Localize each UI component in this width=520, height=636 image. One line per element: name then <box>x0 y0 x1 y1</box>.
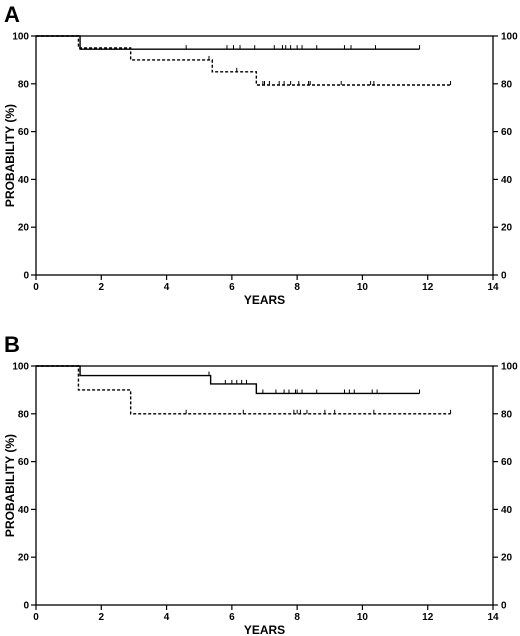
right-axis-tick-label: 100 <box>501 32 518 43</box>
x-tick-label: 4 <box>164 612 170 623</box>
x-tick-label: 2 <box>99 282 105 293</box>
x-tick-label: 10 <box>357 612 369 623</box>
x-tick-label: 12 <box>422 612 434 623</box>
y-tick-label: 100 <box>12 362 29 373</box>
chart-panel-b: B 0 20 40 60 80 100 0 20 40 60 80 100 0 2 4 6 8 10 12 14 YEAR… <box>3 332 518 636</box>
right-axis-tick-label: 80 <box>501 79 513 90</box>
series-solid-line <box>36 35 420 50</box>
x-tick-label: 0 <box>33 282 39 293</box>
y-tick-label: 100 <box>12 32 29 43</box>
y-tick-label: 40 <box>18 505 30 516</box>
series-dashed-line <box>36 35 451 86</box>
series-solid-line <box>36 365 420 395</box>
y-tick-label: 80 <box>18 79 30 90</box>
x-tick-label: 10 <box>357 282 369 293</box>
y-tick-label: 20 <box>18 223 30 234</box>
plot-frame <box>35 35 494 276</box>
y-tick-label: 0 <box>23 601 29 612</box>
y-tick-label: 60 <box>18 127 30 138</box>
x-tick-label: 0 <box>33 612 39 623</box>
x-tick-label: 12 <box>422 282 434 293</box>
right-axis-tick-label: 20 <box>501 553 513 564</box>
x-tick-label: 8 <box>294 612 300 623</box>
x-axis-title: YEARS <box>244 293 285 307</box>
right-axis-tick-label: 60 <box>501 127 513 138</box>
series-dashed-line <box>36 365 451 415</box>
panel-label: A <box>4 2 20 27</box>
x-tick-label: 2 <box>99 612 105 623</box>
right-axis-tick-label: 40 <box>501 175 513 186</box>
y-tick-label: 40 <box>18 175 30 186</box>
right-axis-tick-label: 40 <box>501 505 513 516</box>
plot-frame <box>35 365 494 606</box>
x-tick-label: 14 <box>487 612 499 623</box>
right-axis-tick-label: 60 <box>501 457 513 468</box>
y-tick-label: 80 <box>18 409 30 420</box>
x-tick-label: 14 <box>487 282 499 293</box>
right-axis-tick-label: 0 <box>501 601 507 612</box>
y-tick-label: 60 <box>18 457 30 468</box>
x-axis-title: YEARS <box>244 623 285 636</box>
x-tick-label: 4 <box>164 282 170 293</box>
y-axis-title: PROBABILITY (%) <box>3 434 17 537</box>
x-tick-label: 6 <box>229 612 235 623</box>
chart-panel-a: A 0 20 40 60 80 100 0 20 40 60 80 100 0 2 4 6 8 10 12 14 YEAR… <box>3 2 518 307</box>
right-axis-tick-label: 20 <box>501 223 513 234</box>
x-tick-label: 8 <box>294 282 300 293</box>
x-tick-label: 6 <box>229 282 235 293</box>
right-axis-tick-label: 100 <box>501 362 518 373</box>
right-axis-tick-label: 80 <box>501 409 513 420</box>
y-tick-label: 20 <box>18 553 30 564</box>
y-axis-title: PROBABILITY (%) <box>3 104 17 207</box>
panel-label: B <box>4 332 20 357</box>
right-axis-tick-label: 0 <box>501 271 507 282</box>
y-tick-label: 0 <box>23 271 29 282</box>
